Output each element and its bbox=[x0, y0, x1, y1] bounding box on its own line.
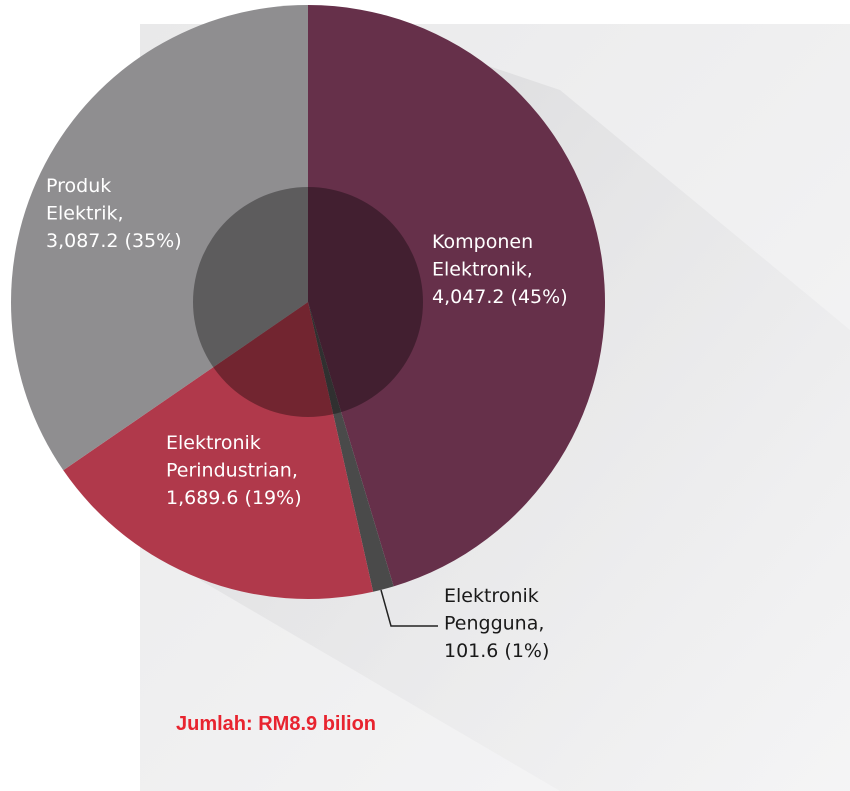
pie-slice-elektronik-pengguna bbox=[308, 302, 394, 592]
slice-label-line: 4,047.2 (45%) bbox=[432, 286, 568, 308]
slice-label-line: 1,689.6 (19%) bbox=[166, 487, 302, 509]
slice-label-produk-elektrik: Produk Elektrik, 3,087.2 (35%) bbox=[46, 175, 182, 252]
slice-label-line: Perindustrian, bbox=[166, 460, 298, 482]
slice-label-line: Pengguna, bbox=[444, 613, 544, 635]
slice-label-line: Elektronik, bbox=[432, 259, 533, 281]
slice-label-line: Produk bbox=[46, 175, 111, 197]
total-label: Jumlah: RM8.9 bilion bbox=[176, 713, 376, 735]
slice-label-elektronik-perindustrian: Elektronik Perindustrian, 1,689.6 (19%) bbox=[166, 432, 302, 509]
slice-label-line: 101.6 (1%) bbox=[444, 640, 549, 662]
slice-label-line: Elektrik, bbox=[46, 203, 124, 225]
slice-label-komponen-elektronik: Komponen Elektronik, 4,047.2 (45%) bbox=[432, 231, 568, 308]
slice-label-elektronik-pengguna: Elektronik Pengguna, 101.6 (1%) bbox=[444, 585, 549, 662]
leader-line-elektronik-pengguna bbox=[380, 589, 438, 627]
pie-slice-elektronik-perindustrian bbox=[63, 302, 374, 599]
pie-slice-komponen-elektronik bbox=[308, 4, 606, 587]
pie-slices bbox=[11, 4, 606, 599]
slice-labels: Komponen Elektronik, 4,047.2 (45%) Elektron… bbox=[46, 175, 568, 662]
pie-slice-produk-elektrik bbox=[11, 5, 309, 471]
inner-overlay-circle bbox=[193, 187, 423, 417]
slice-label-line: Elektronik bbox=[444, 585, 539, 607]
slice-label-line: Komponen bbox=[432, 231, 533, 253]
slice-label-line: 3,087.2 (35%) bbox=[46, 230, 182, 252]
slice-label-line: Elektronik bbox=[166, 432, 261, 454]
